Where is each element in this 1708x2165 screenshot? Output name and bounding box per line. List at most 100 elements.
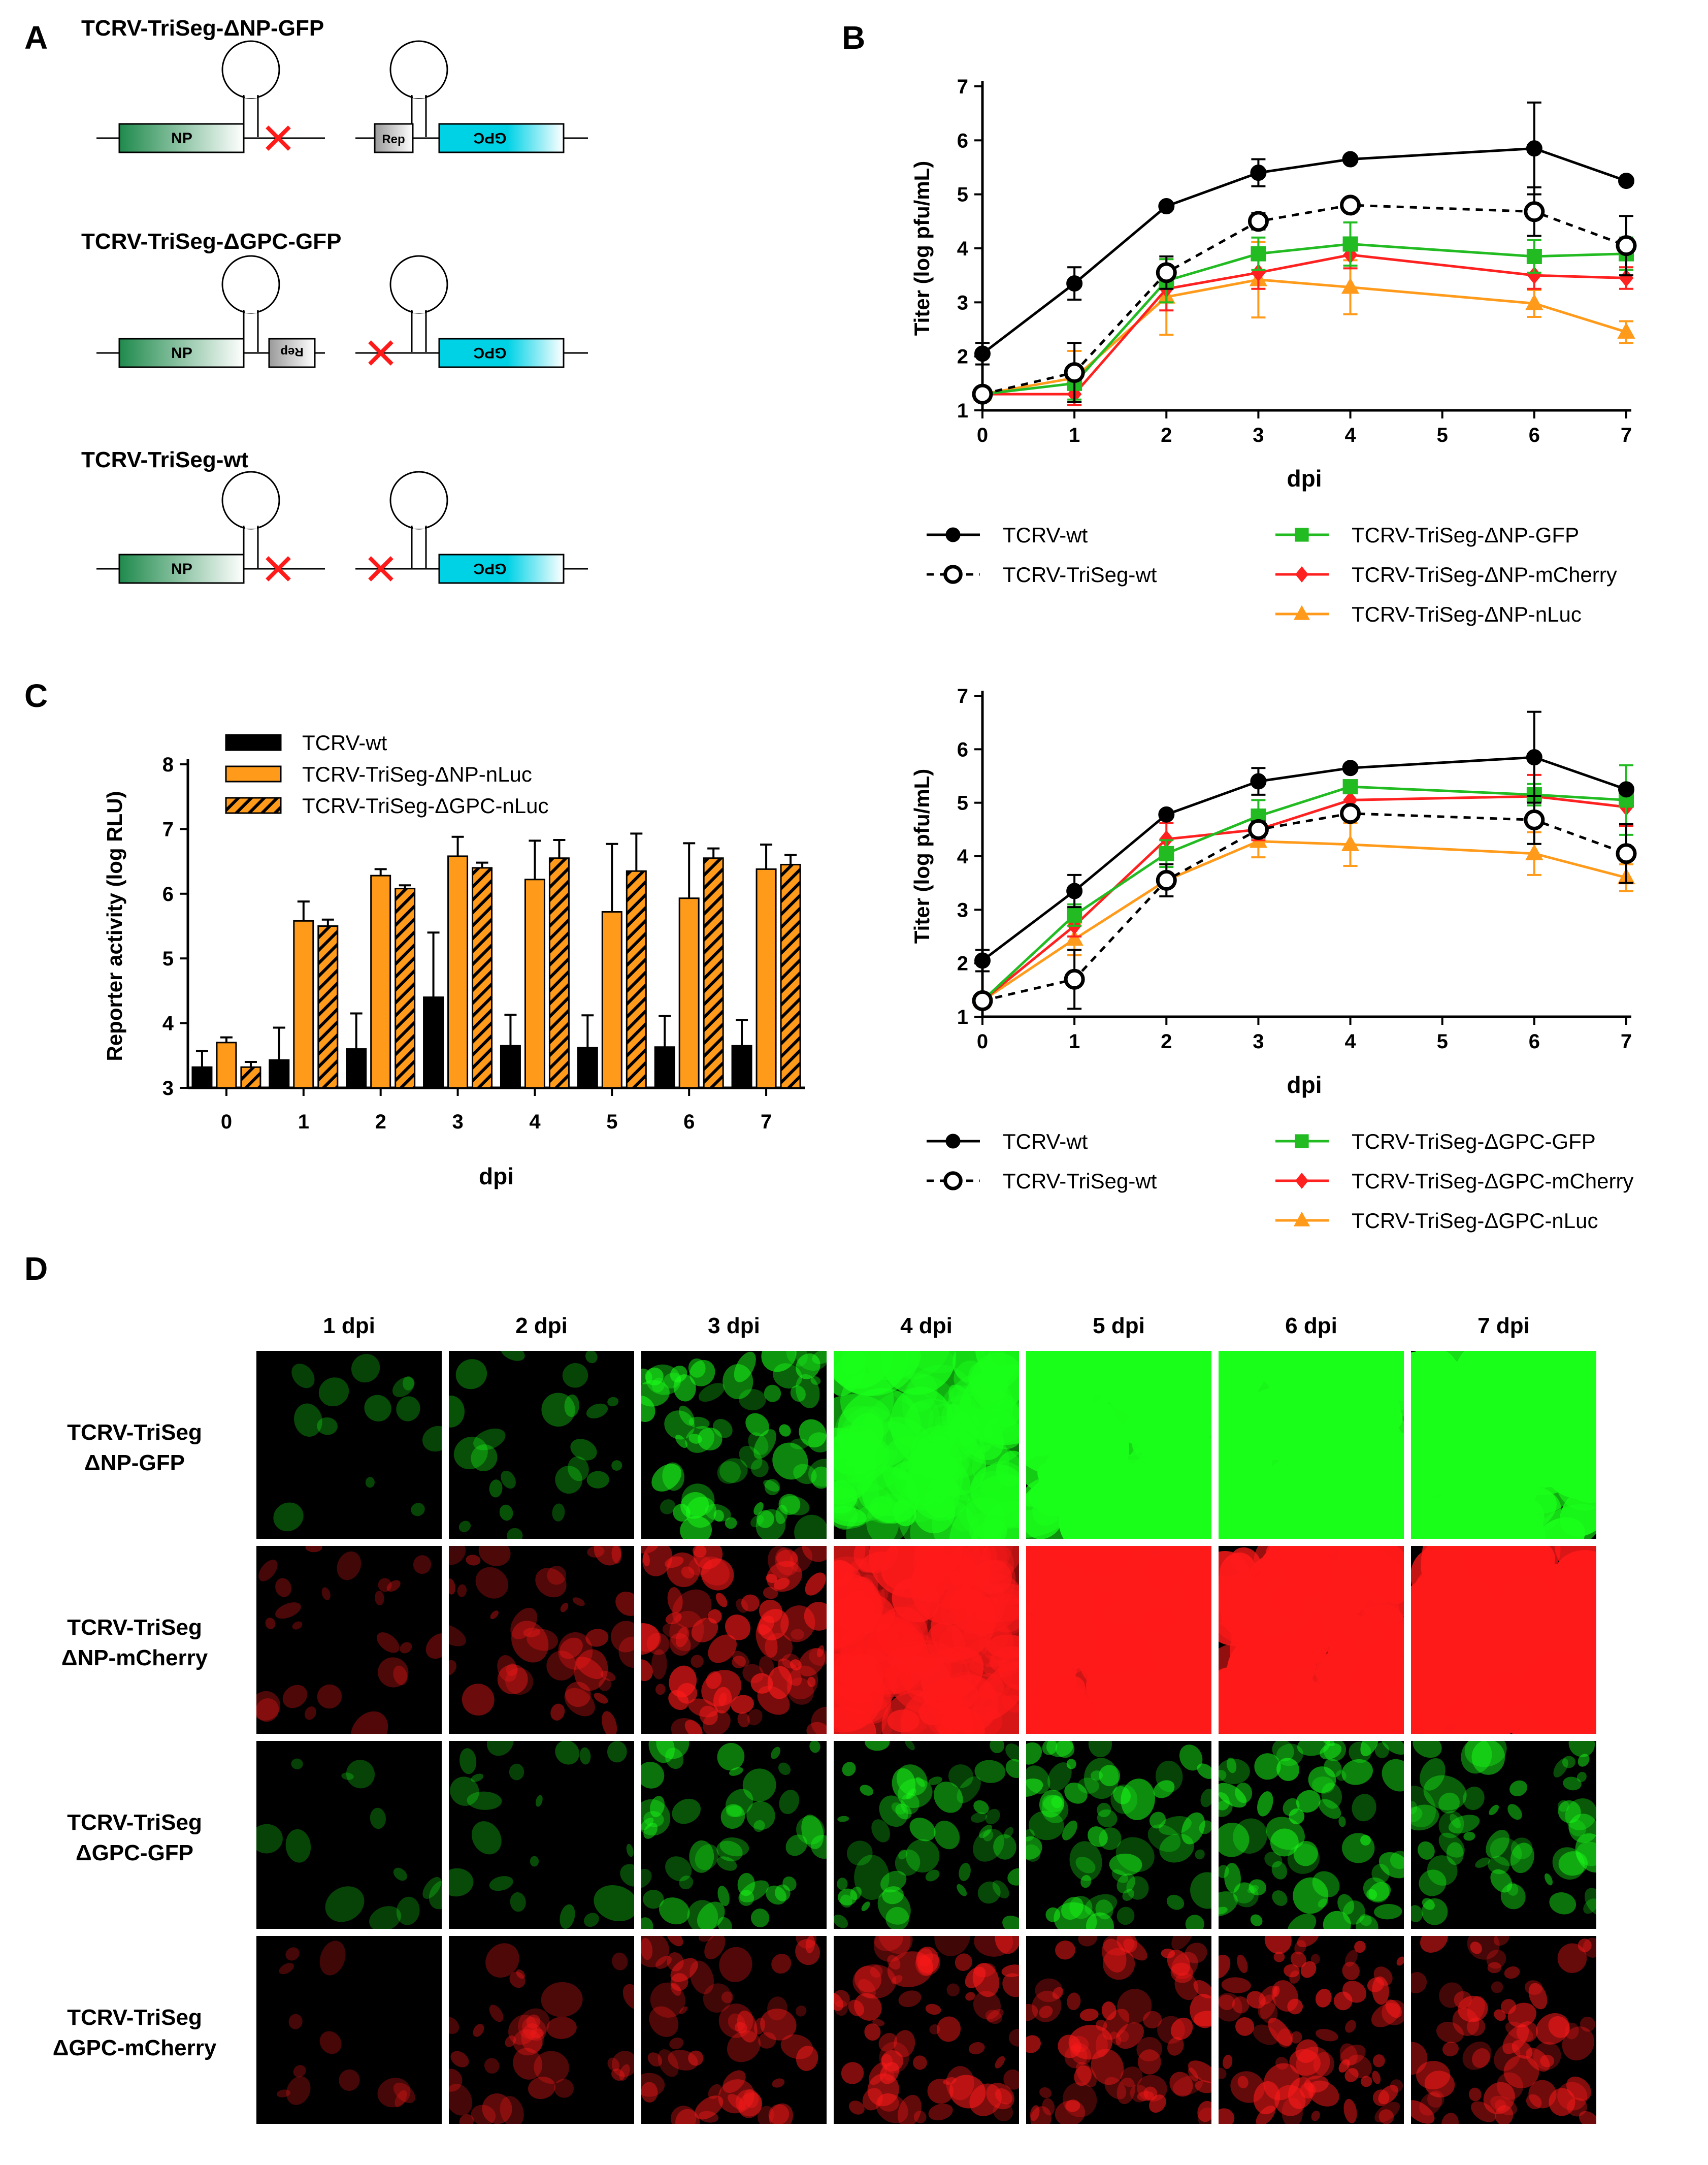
fluorescence-blob bbox=[1109, 1853, 1142, 1876]
fluorescence-blob bbox=[973, 1800, 989, 1814]
np-hairpin-loop bbox=[221, 471, 280, 530]
data-point bbox=[1342, 151, 1359, 168]
fluorescence-blob bbox=[737, 1872, 755, 1896]
fluorescence-blob bbox=[393, 1665, 408, 1686]
fluorescence-blob bbox=[522, 2017, 547, 2041]
fluorescence-blob bbox=[1413, 1741, 1442, 1758]
fluorescence-blob bbox=[772, 1442, 808, 1480]
fluorescence-blob bbox=[753, 1429, 776, 1459]
data-point bbox=[1065, 929, 1083, 946]
fluorescence-blob bbox=[1115, 1837, 1155, 1872]
fluorescence-blob bbox=[1117, 1989, 1152, 2024]
bar bbox=[500, 1045, 521, 1089]
fluorescence-blob bbox=[671, 1983, 681, 1996]
fluorescence-blob bbox=[905, 1741, 915, 1751]
x-tick-label: 0 bbox=[977, 424, 988, 446]
fluorescence-blob bbox=[1371, 2002, 1400, 2027]
fluorescence-blob bbox=[1376, 1365, 1404, 1401]
fluorescence-blob bbox=[662, 1622, 688, 1639]
fluorescence-blob bbox=[413, 1555, 432, 1574]
fluorescence-blob bbox=[1067, 1992, 1081, 2011]
fluorescence-blob bbox=[698, 1383, 725, 1402]
fluorescence-blob bbox=[769, 2103, 794, 2124]
fluorescence-blob bbox=[403, 1376, 414, 1391]
np-box-label: NP bbox=[171, 561, 192, 577]
fluorescence-blob bbox=[834, 1487, 858, 1509]
fluorescence-blob bbox=[643, 1811, 664, 1827]
bar bbox=[731, 1045, 752, 1089]
fluorescence-blob bbox=[948, 1764, 974, 1788]
micrograph-tile bbox=[449, 1936, 634, 2124]
data-point bbox=[1066, 275, 1083, 292]
fluorescence-blob bbox=[607, 1397, 619, 1407]
fluorescence-blob bbox=[1283, 1798, 1300, 1816]
fluorescence-blob bbox=[1580, 2016, 1596, 2032]
fluorescence-blob bbox=[318, 1377, 349, 1407]
data-point bbox=[1340, 803, 1361, 824]
fluorescence-blob bbox=[665, 1748, 684, 1769]
fluorescence-blob bbox=[1374, 1904, 1402, 1920]
fluorescence-blob bbox=[1374, 1742, 1389, 1758]
legend-label: TCRV-TriSeg-ΔNP-GFP bbox=[1352, 523, 1579, 547]
bar bbox=[654, 1046, 675, 1089]
fluorescence-blob bbox=[660, 1499, 676, 1514]
fluorescence-blob bbox=[659, 1897, 690, 1925]
fluorescence-blob bbox=[1568, 1814, 1596, 1843]
fluorescence-blob bbox=[898, 2094, 922, 2124]
fluorescence-blob bbox=[715, 1593, 728, 1607]
fluorescence-blob bbox=[1219, 2108, 1235, 2124]
fluorescence-blob bbox=[611, 2051, 634, 2077]
column-header: 5 dpi bbox=[1093, 1313, 1145, 1338]
data-point bbox=[1340, 195, 1361, 216]
micrograph-tile bbox=[834, 1936, 1019, 2124]
fluorescence-blob bbox=[279, 1963, 294, 1975]
fluorescence-blob bbox=[641, 2073, 665, 2097]
legend-swatch bbox=[225, 797, 282, 814]
y-tick-label: 7 bbox=[162, 818, 174, 841]
fluorescence-blob bbox=[1188, 2067, 1198, 2082]
fluorescence-blob bbox=[717, 1742, 745, 1771]
fluorescence-blob bbox=[1096, 2019, 1107, 2031]
fluorescence-blob bbox=[1219, 2067, 1227, 2079]
fluorescence-blob bbox=[1490, 1869, 1513, 1893]
fluorescence-blob bbox=[680, 1516, 712, 1539]
fluorescence-blob bbox=[1113, 1786, 1131, 1804]
fluorescence-blob bbox=[1528, 2080, 1557, 2109]
fluorescence-blob bbox=[1467, 2017, 1486, 2036]
fluorescence-blob bbox=[1295, 1455, 1334, 1505]
fluorescence-blob bbox=[510, 1607, 538, 1639]
fluorescence-blob bbox=[811, 1706, 827, 1734]
fluorescence-blob bbox=[641, 1936, 669, 1967]
fluorescence-blob bbox=[1226, 1757, 1237, 1773]
fluorescence-blob bbox=[1558, 1800, 1581, 1823]
fluorescence-blob bbox=[1494, 2009, 1506, 2021]
fluorescence-blob bbox=[717, 1886, 730, 1907]
fluorescence-blob bbox=[673, 1374, 696, 1402]
fluorescence-blob bbox=[1003, 2069, 1019, 2090]
fluorescence-blob bbox=[985, 2010, 1002, 2024]
fluorescence-blob bbox=[766, 1885, 786, 1905]
micrograph-tile bbox=[1026, 1546, 1211, 1734]
fluorescence-blob bbox=[909, 1818, 936, 1841]
y-tick-label: 8 bbox=[162, 754, 174, 776]
fluorescence-blob bbox=[1463, 1831, 1475, 1841]
fluorescence-blob bbox=[482, 2093, 512, 2124]
fluorescence-blob bbox=[1221, 1977, 1251, 1993]
fluorescence-blob bbox=[1249, 1879, 1266, 1896]
fluorescence-blob bbox=[717, 1856, 737, 1871]
fluorescence-blob bbox=[1003, 1827, 1014, 1839]
gpc-hairpin-stem bbox=[411, 95, 427, 137]
fluorescence-blob bbox=[1219, 1865, 1229, 1879]
fluorescence-blob bbox=[1362, 1426, 1393, 1464]
fluorescence-blob bbox=[1578, 1938, 1592, 1952]
fluorescence-blob bbox=[411, 1503, 425, 1516]
fluorescence-blob bbox=[753, 1502, 764, 1515]
fluorescence-blob bbox=[834, 1574, 870, 1619]
fluorescence-blob bbox=[1054, 1902, 1097, 1929]
fluorescence-blob bbox=[983, 1500, 1019, 1539]
fluorescence-blob bbox=[1219, 1551, 1251, 1613]
fluorescence-blob bbox=[1297, 1741, 1330, 1756]
fluorescence-blob bbox=[665, 1556, 684, 1568]
fluorescence-blob bbox=[341, 1772, 354, 1780]
